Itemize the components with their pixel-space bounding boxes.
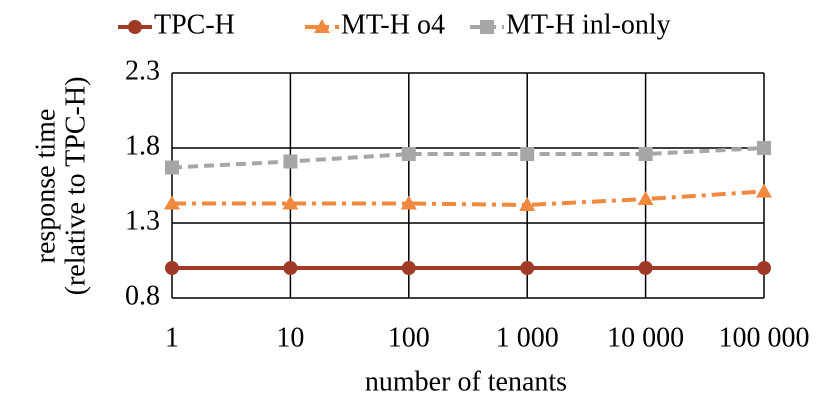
legend-item: MT-H o4: [305, 9, 445, 40]
marker: [401, 147, 416, 161]
x-tick-label: 10: [276, 322, 304, 353]
marker: [520, 147, 535, 161]
y-tick-label: 0.8: [125, 280, 160, 311]
marker: [165, 261, 179, 275]
x-tick-label: 10 000: [607, 322, 684, 353]
x-tick-label: 1: [165, 322, 179, 353]
marker: [519, 197, 536, 211]
marker: [283, 261, 298, 275]
y-tick-label: 2.3: [125, 55, 160, 86]
marker: [401, 261, 416, 275]
y-tick-label: 1.3: [125, 205, 160, 236]
marker: [165, 160, 179, 175]
marker: [637, 191, 654, 205]
marker: [164, 195, 180, 210]
x-tick-label: 1 000: [496, 322, 559, 353]
legend-label: MT-H inl-only: [506, 9, 671, 40]
series-line: [171, 146, 765, 170]
series-line: [172, 189, 765, 208]
y-axis-title: (relative to TPC-H): [60, 77, 91, 296]
legend-marker: [314, 19, 330, 33]
marker: [757, 261, 771, 275]
x-tick-label: 100 000: [719, 322, 810, 353]
marker: [400, 195, 417, 210]
x-tick-label: 100: [388, 322, 430, 353]
legend-marker: [128, 20, 142, 34]
legend-label: TPC-H: [154, 9, 235, 40]
marker: [282, 195, 299, 210]
legend-label: MT-H o4: [341, 9, 445, 40]
marker: [283, 154, 298, 169]
x-axis-title: number of tenants: [365, 366, 567, 397]
y-axis-title: response time: [30, 109, 61, 264]
marker: [638, 261, 653, 275]
marker: [520, 261, 535, 275]
legend-item: TPC-H: [118, 9, 235, 40]
marker: [638, 147, 653, 161]
y-tick-label: 1.8: [125, 130, 160, 161]
legend-marker: [480, 20, 494, 34]
legend-item: MT-H inl-only: [470, 9, 671, 40]
marker: [756, 183, 772, 198]
marker: [757, 141, 771, 155]
